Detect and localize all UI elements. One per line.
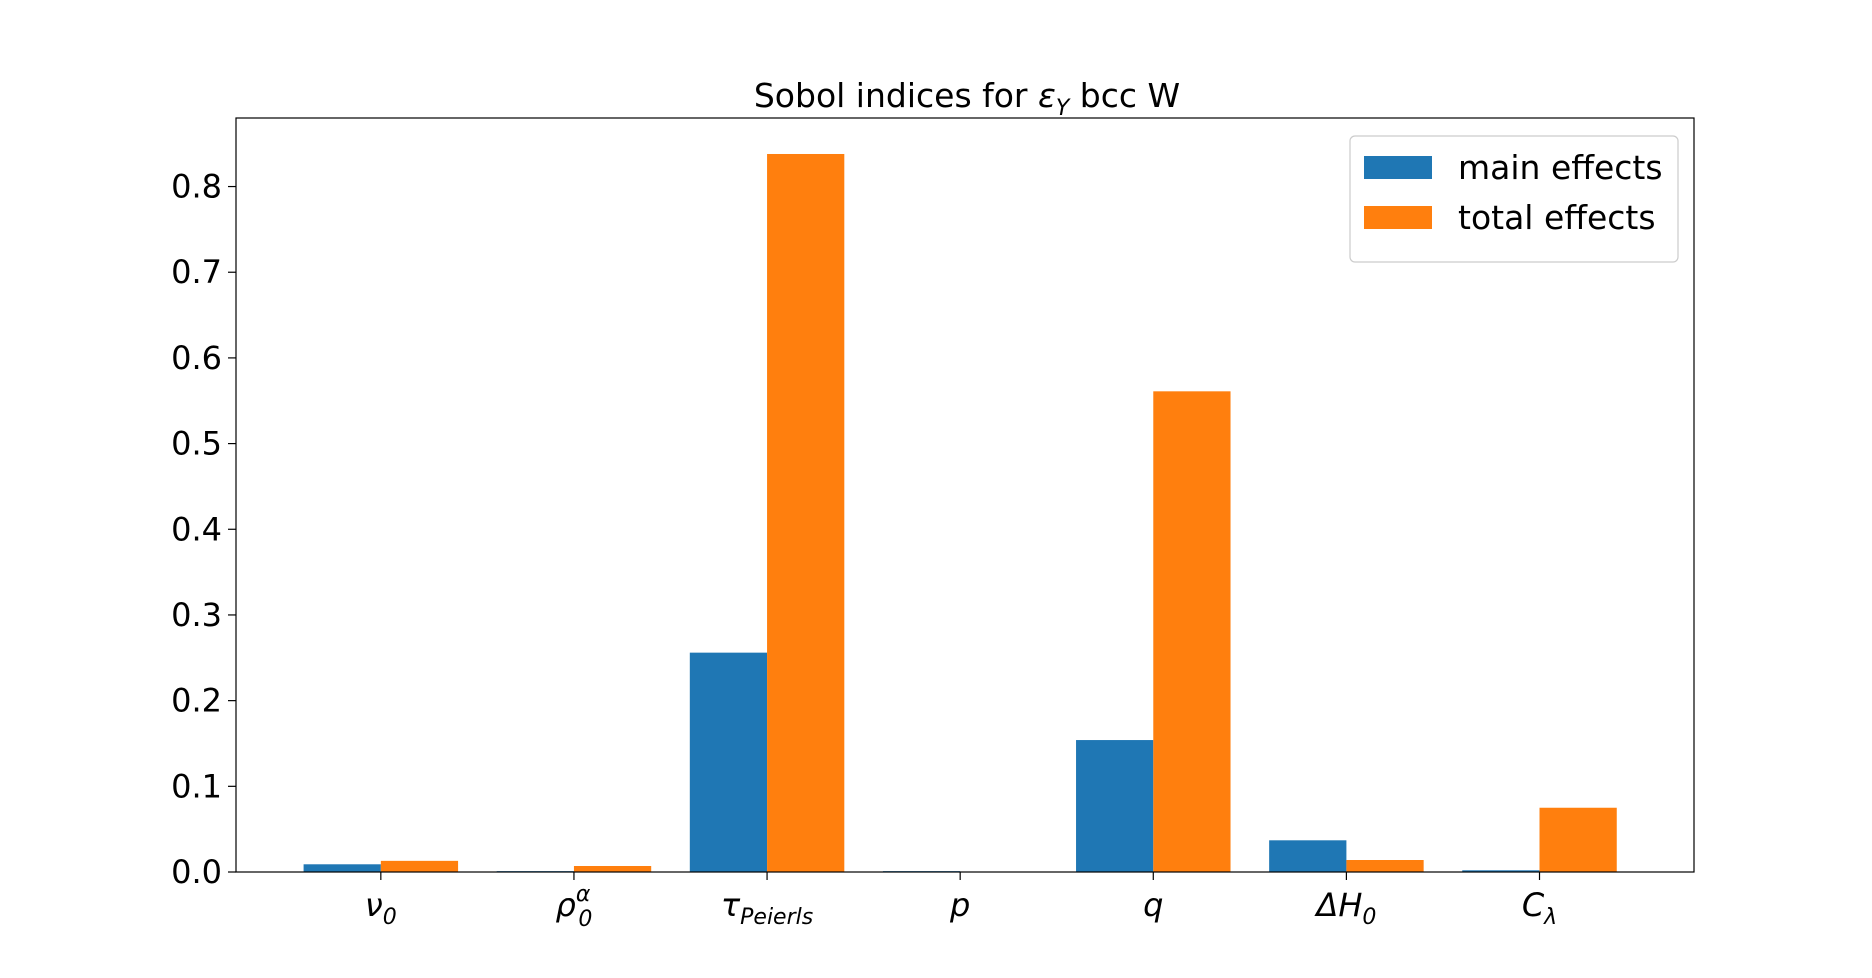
- x-tick-label-1: ρα 0: [556, 882, 593, 932]
- y-tick-label-2: 0.2: [171, 682, 222, 720]
- chart-title: Sobol indices for εY bcc W: [754, 76, 1180, 121]
- x-tick-label-5: ΔH0: [1313, 886, 1376, 930]
- chart-title-suffix: bcc W: [1069, 76, 1180, 115]
- legend-label-0: main effects: [1458, 148, 1663, 187]
- y-tick-label-7: 0.7: [171, 253, 222, 291]
- legend-label-1: total effects: [1458, 198, 1656, 237]
- x-tick-label-0: ν0: [365, 886, 397, 930]
- y-tick-label-4: 0.4: [171, 510, 222, 548]
- legend-swatch-0: [1364, 156, 1432, 179]
- chart-title-prefix: Sobol indices for: [754, 76, 1038, 115]
- legend-swatch-1: [1364, 206, 1432, 229]
- bar-main-0: [303, 864, 381, 872]
- y-tick-label-1: 0.1: [171, 767, 222, 805]
- chart-title-symbol-sub: Y: [1056, 96, 1071, 121]
- bar-main-5: [1269, 840, 1347, 872]
- chart-title-symbol: ε: [1038, 76, 1056, 115]
- bars-layer: [303, 153, 1617, 873]
- y-tick-label-6: 0.6: [171, 339, 222, 377]
- x-tick-label-2: τPeierls: [721, 886, 813, 930]
- x-tick-label-3: p: [949, 886, 970, 924]
- x-tick-label-6: Cλ: [1522, 886, 1557, 930]
- bar-total-2: [767, 153, 845, 873]
- bar-main-2: [689, 652, 768, 872]
- y-axis: 0.0 0.1 0.2 0.3 0.4 0.5 0.6 0.7 0.8: [171, 168, 236, 891]
- x-tick-label-4: q: [1143, 886, 1163, 924]
- y-tick-label-0: 0.0: [171, 853, 222, 891]
- bar-total-0: [380, 860, 459, 872]
- y-tick-label-5: 0.5: [171, 425, 222, 463]
- plot-frame: [235, 117, 1695, 873]
- bar-total-5: [1346, 860, 1424, 872]
- bar-main-6: [1462, 870, 1540, 872]
- legend: main effects total effects: [1349, 135, 1679, 263]
- bar-total-1: [573, 866, 652, 872]
- bar-total-6: [1539, 807, 1617, 872]
- y-tick-label-8: 0.8: [171, 168, 222, 206]
- bar-main-4: [1076, 740, 1154, 872]
- bar-total-4: [1153, 391, 1231, 872]
- y-tick-label-3: 0.3: [171, 596, 222, 634]
- x-axis: ν0 ρα 0 τPeierls p q ΔH0 Cλ: [365, 872, 1557, 932]
